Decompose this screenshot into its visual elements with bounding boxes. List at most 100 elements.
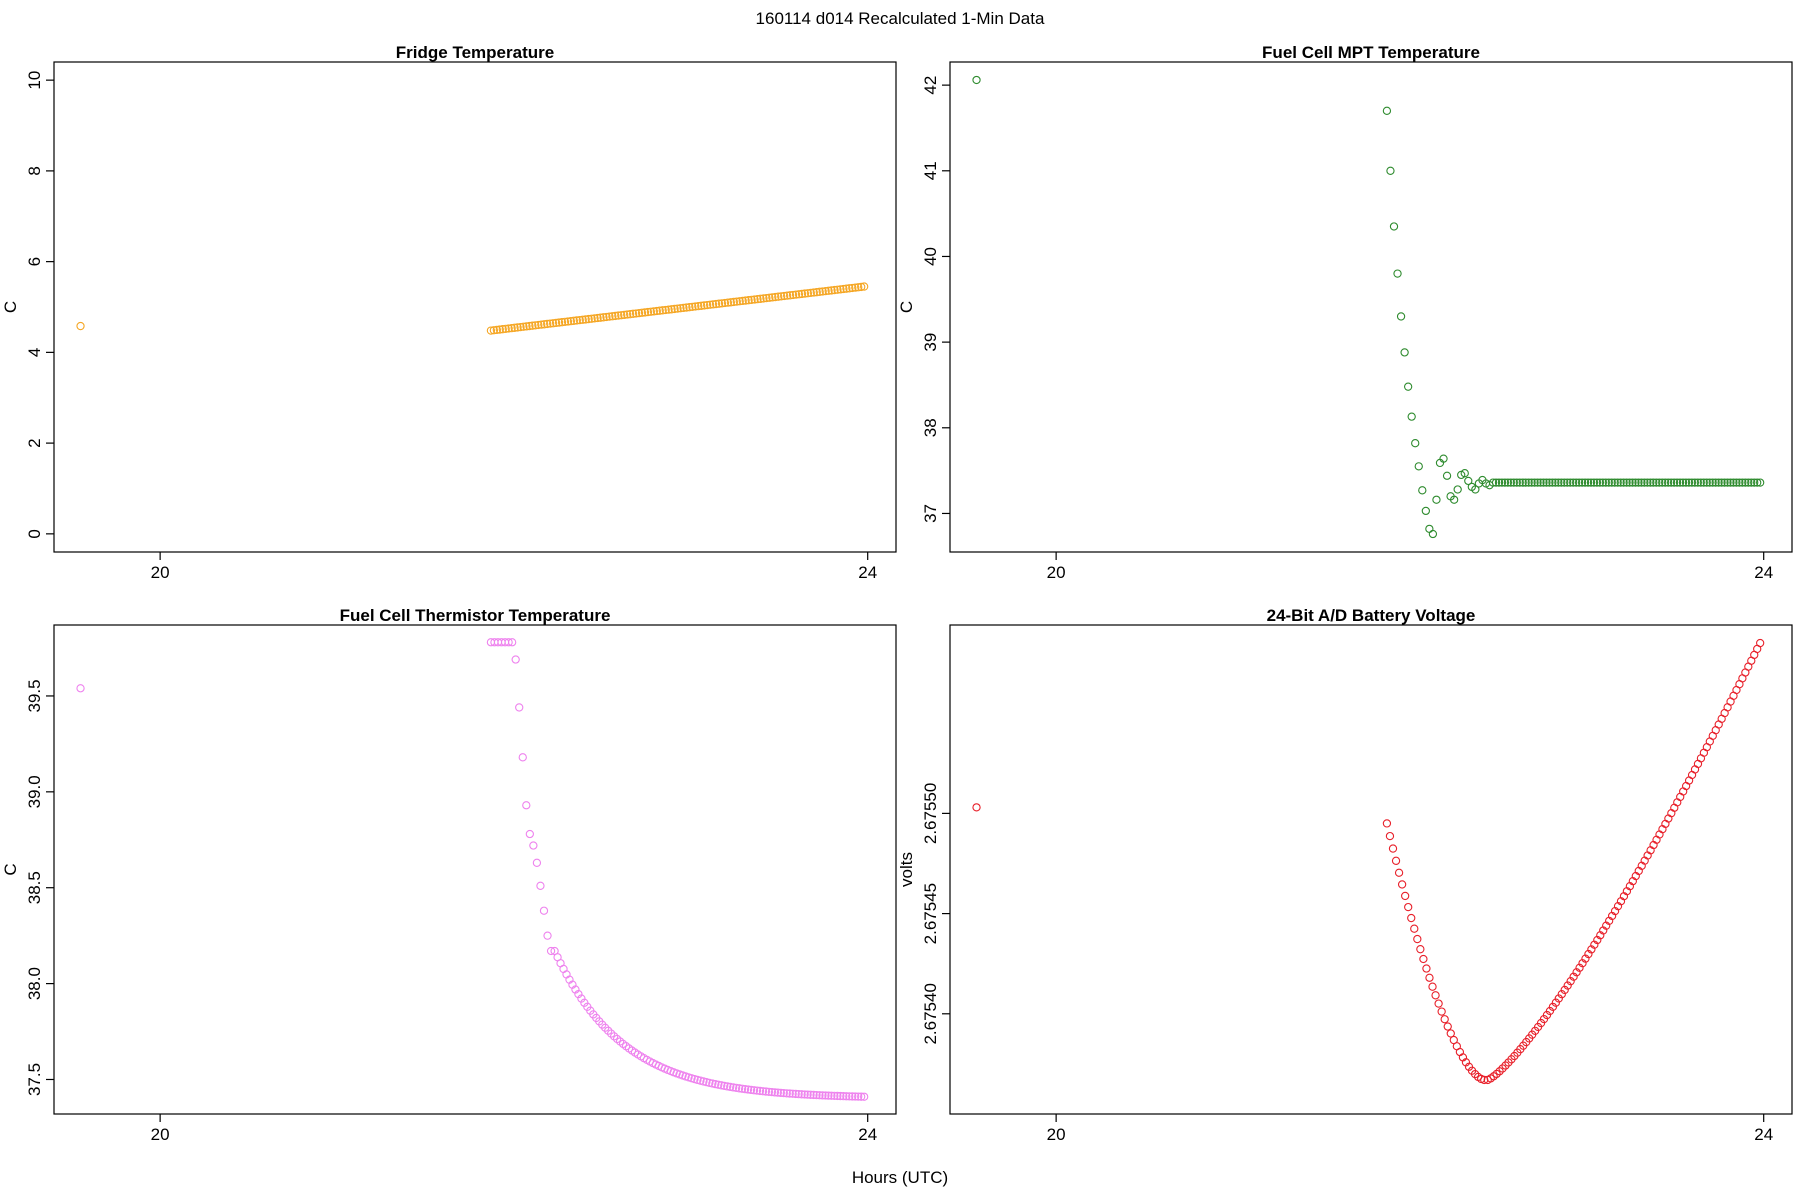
data-point-thermistor-94 bbox=[773, 1088, 782, 1097]
data-point-fridge-124 bbox=[851, 283, 860, 292]
figure-title: 160114 d014 Recalculated 1-Min Data bbox=[756, 9, 1045, 28]
data-point-mpt-58 bbox=[1569, 478, 1578, 487]
data-point-mpt-70 bbox=[1604, 478, 1613, 487]
data-point-mpt-91 bbox=[1666, 478, 1676, 487]
data-point-fridge-126 bbox=[857, 282, 866, 292]
data-point-thermistor-99 bbox=[788, 1089, 797, 1098]
data-point-mpt-85 bbox=[1649, 478, 1658, 487]
data-point-fridge-31 bbox=[575, 315, 584, 325]
data-point-mpt-60 bbox=[1574, 478, 1584, 487]
data-point-thermistor-77 bbox=[723, 1082, 732, 1091]
data-point-thermistor-73 bbox=[711, 1079, 720, 1089]
data-point-fridge-42 bbox=[608, 312, 617, 321]
data-point-mpt-7 bbox=[1404, 382, 1413, 391]
data-point-fridge-76 bbox=[708, 300, 718, 309]
data-point-battery-11 bbox=[1413, 934, 1422, 944]
data-point-mpt-33 bbox=[1494, 478, 1504, 487]
data-point-fridge-104 bbox=[791, 290, 801, 299]
data-point-mpt-113 bbox=[1732, 478, 1741, 487]
data-point-fridge-0 bbox=[76, 321, 85, 331]
data-point-thermistor-112 bbox=[827, 1091, 836, 1100]
data-point-mpt-37 bbox=[1506, 478, 1516, 487]
data-point-thermistor-105 bbox=[806, 1090, 815, 1099]
y-tick-label-thermistor-4: 39.5 bbox=[25, 679, 44, 712]
data-point-fridge-25 bbox=[557, 318, 567, 327]
data-point-thermistor-89 bbox=[758, 1087, 768, 1096]
data-point-thermistor-72 bbox=[708, 1079, 717, 1088]
data-point-mpt-72 bbox=[1610, 478, 1619, 487]
data-point-fridge-13 bbox=[522, 322, 531, 331]
data-point-fridge-44 bbox=[614, 311, 623, 320]
y-tick-label-mpt-2: 39 bbox=[921, 333, 940, 352]
data-point-thermistor-91 bbox=[764, 1087, 774, 1096]
data-point-mpt-42 bbox=[1521, 478, 1530, 487]
data-point-thermistor-84 bbox=[743, 1085, 753, 1094]
data-point-battery-38 bbox=[1495, 1067, 1504, 1076]
data-point-mpt-44 bbox=[1527, 478, 1536, 487]
data-point-thermistor-0 bbox=[76, 684, 85, 693]
data-point-mpt-56 bbox=[1563, 478, 1572, 487]
data-point-mpt-80 bbox=[1634, 478, 1643, 487]
y-tick-label-mpt-5: 42 bbox=[921, 76, 940, 95]
y-tick-label-fridge-3: 6 bbox=[25, 257, 44, 266]
data-point-mpt-46 bbox=[1533, 478, 1542, 487]
data-point-thermistor-70 bbox=[702, 1078, 711, 1087]
data-point-mpt-114 bbox=[1735, 478, 1744, 487]
x-tick-label-mpt-20: 20 bbox=[1047, 563, 1066, 582]
data-point-mpt-93 bbox=[1672, 478, 1682, 487]
data-point-fridge-45 bbox=[617, 311, 626, 320]
data-point-battery-56 bbox=[1548, 1002, 1558, 1012]
data-point-mpt-3 bbox=[1389, 222, 1399, 231]
plot-frame-battery bbox=[949, 624, 1793, 1115]
data-point-battery-16 bbox=[1428, 982, 1437, 991]
data-point-thermistor-113 bbox=[830, 1091, 839, 1100]
data-point-mpt-0 bbox=[972, 75, 981, 85]
data-point-thermistor-107 bbox=[812, 1090, 821, 1100]
data-point-fridge-10 bbox=[513, 323, 522, 332]
data-point-mpt-54 bbox=[1557, 478, 1566, 487]
data-point-thermistor-123 bbox=[860, 1092, 869, 1101]
y-tick-label-fridge-2: 4 bbox=[25, 348, 44, 357]
data-point-fridge-89 bbox=[747, 295, 756, 305]
data-point-battery-126 bbox=[1756, 638, 1765, 648]
data-point-mpt-92 bbox=[1669, 478, 1679, 487]
data-point-mpt-103 bbox=[1702, 478, 1711, 487]
data-point-battery-65 bbox=[1575, 963, 1584, 972]
data-point-thermistor-86 bbox=[749, 1086, 759, 1095]
data-point-thermistor-106 bbox=[809, 1090, 818, 1100]
data-point-fridge-22 bbox=[548, 319, 558, 328]
data-point-battery-64 bbox=[1572, 968, 1581, 977]
data-point-mpt-52 bbox=[1551, 478, 1560, 487]
data-point-battery-61 bbox=[1563, 981, 1572, 990]
data-point-fridge-117 bbox=[830, 285, 839, 295]
data-point-fridge-1 bbox=[486, 326, 496, 335]
data-point-fridge-100 bbox=[780, 291, 789, 301]
data-point-fridge-99 bbox=[777, 292, 786, 301]
data-point-thermistor-87 bbox=[752, 1086, 762, 1095]
data-point-fridge-92 bbox=[756, 294, 765, 303]
data-point-fridge-26 bbox=[560, 317, 570, 327]
data-point-thermistor-85 bbox=[746, 1085, 756, 1095]
data-point-battery-7 bbox=[1401, 891, 1410, 901]
data-point-mpt-111 bbox=[1726, 478, 1735, 487]
data-point-mpt-63 bbox=[1583, 478, 1593, 487]
data-point-mpt-23 bbox=[1460, 469, 1469, 478]
data-point-battery-10 bbox=[1410, 924, 1419, 933]
data-point-fridge-72 bbox=[697, 301, 706, 310]
data-point-fridge-102 bbox=[785, 291, 795, 300]
y-tick-label-battery-0: 2.67540 bbox=[921, 983, 940, 1044]
data-point-fridge-94 bbox=[762, 293, 771, 303]
data-point-fridge-113 bbox=[818, 287, 827, 296]
data-point-fridge-125 bbox=[854, 283, 863, 292]
y-tick-label-fridge-1: 2 bbox=[25, 438, 44, 447]
y-tick-label-mpt-4: 41 bbox=[921, 161, 940, 180]
data-point-fridge-61 bbox=[664, 305, 673, 314]
data-point-thermistor-37 bbox=[604, 1026, 613, 1035]
data-point-thermistor-8 bbox=[511, 655, 520, 664]
data-point-fridge-34 bbox=[584, 314, 593, 324]
data-point-thermistor-18 bbox=[546, 946, 556, 956]
data-point-fridge-119 bbox=[836, 285, 845, 294]
data-point-mpt-66 bbox=[1592, 478, 1602, 487]
data-point-thermistor-13 bbox=[529, 841, 538, 850]
